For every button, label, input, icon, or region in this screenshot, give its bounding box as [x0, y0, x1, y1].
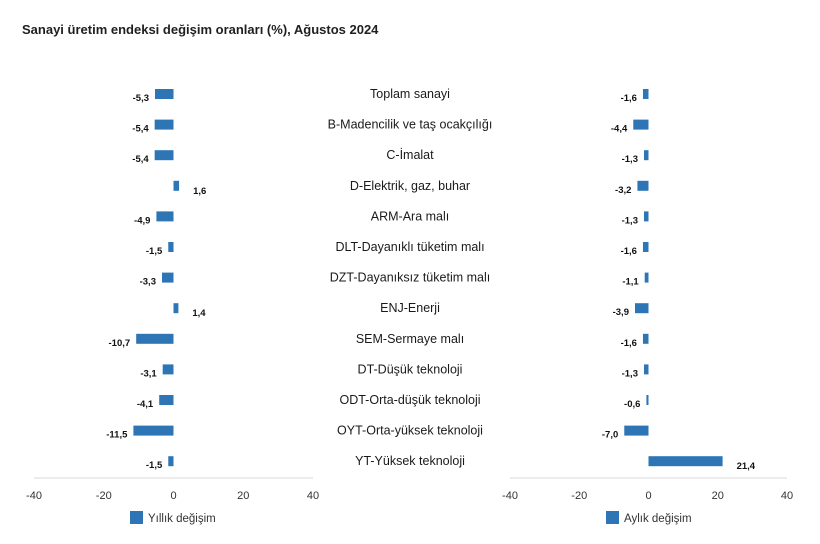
chart-title: Sanayi üretim endeksi değişim oranları (… [22, 22, 379, 37]
monthly-bar [642, 333, 649, 344]
monthly-bar [634, 303, 649, 314]
yearly-bar [159, 395, 174, 405]
yearly-data-label: -3,3 [140, 277, 156, 288]
yearly-data-label: -1,5 [146, 246, 163, 257]
yearly-bar [162, 364, 174, 375]
category-label: ARM-Ara malı [371, 209, 449, 223]
yearly-data-label: -5,4 [132, 154, 149, 165]
monthly-bar [642, 89, 649, 99]
monthly-change-panel: -40 -20 0 20 40 -1,6 -4,4 -1,3 -3,2 -1,3 -1,6 -1,1 -… [502, 89, 793, 525]
category-label: ENJ-Enerji [380, 301, 440, 315]
yearly-data-label: -11,5 [106, 430, 128, 441]
category-labels: Toplam sanayi B-Madencilik ve taş ocakçıl… [328, 87, 493, 468]
yearly-bar [173, 180, 180, 191]
monthly-data-label: -1,1 [622, 277, 639, 288]
monthly-data-label: -1,3 [622, 154, 638, 165]
yearly-bar [161, 272, 174, 283]
yearly-data-label: -5,3 [133, 93, 149, 104]
category-label: SEM-Sermaye malı [356, 332, 464, 346]
monthly-data-label: -7,0 [602, 430, 618, 441]
category-label: DLT-Dayanıklı tüketim malı [335, 240, 484, 254]
yearly-bar [173, 303, 179, 314]
monthly-bar [633, 119, 649, 130]
monthly-data-label: -3,2 [615, 185, 631, 196]
yearly-data-label: 1,4 [192, 308, 206, 319]
monthly-bar [643, 364, 649, 375]
yearly-x-tick-label: -40 [26, 490, 42, 502]
yearly-data-label: -10,7 [109, 338, 131, 349]
yearly-data-label: -5,4 [132, 124, 149, 135]
yearly-bar [168, 242, 174, 252]
monthly-x-tick-label: 40 [781, 490, 793, 502]
yearly-data-label: -3,1 [140, 368, 157, 379]
yearly-bar [154, 150, 174, 161]
category-label: D-Elektrik, gaz, buhar [350, 179, 470, 193]
yearly-change-panel: -40 -20 0 20 40 -5,3 -5,4 -5,4 1,6 -4,9 -1,5 -3,3 1,… [26, 89, 319, 525]
category-label: ODT-Orta-düşük teknoloji [339, 393, 480, 407]
monthly-bar [624, 425, 649, 436]
yearly-x-tick-label: 0 [170, 490, 176, 502]
monthly-data-label: -1,3 [622, 215, 638, 226]
monthly-bar [644, 272, 649, 283]
yearly-bar [168, 456, 174, 467]
yearly-data-label: -1,5 [146, 460, 163, 471]
yearly-data-label: -4,1 [137, 399, 154, 410]
category-label: DT-Düşük teknoloji [358, 362, 463, 376]
yearly-bar [133, 425, 174, 436]
monthly-bar [643, 150, 649, 161]
category-label: Toplam sanayi [370, 87, 450, 101]
monthly-x-tick-label: -40 [502, 490, 518, 502]
category-label: B-Madencilik ve taş ocakçılığı [328, 118, 493, 132]
monthly-x-tick-label: -20 [571, 490, 587, 502]
monthly-x-tick-label: 20 [712, 490, 724, 502]
monthly-bar [637, 180, 649, 191]
monthly-bar [643, 211, 649, 222]
yearly-x-tick-label: 20 [237, 490, 249, 502]
yearly-data-label: -4,9 [134, 215, 150, 226]
monthly-data-label: -1,3 [622, 368, 638, 379]
yearly-legend-label: Yıllık değişim [148, 513, 216, 525]
category-label: C-İmalat [386, 148, 434, 162]
monthly-legend-label: Aylık değişim [624, 513, 692, 525]
monthly-legend-swatch [606, 511, 619, 524]
monthly-data-label: 21,4 [737, 461, 756, 472]
yearly-legend-swatch [130, 511, 143, 524]
monthly-data-label: -3,9 [613, 307, 629, 318]
yearly-x-tick-label: 40 [307, 490, 319, 502]
monthly-data-label: -1,6 [621, 338, 637, 349]
yearly-bar [155, 89, 174, 99]
monthly-data-label: -0,6 [624, 399, 640, 410]
monthly-data-label: -1,6 [621, 93, 637, 104]
yearly-bar [154, 119, 174, 130]
monthly-x-tick-label: 0 [645, 490, 651, 502]
yearly-bar [156, 211, 174, 222]
monthly-bar [648, 456, 723, 467]
category-label: YT-Yüksek teknoloji [355, 454, 465, 468]
category-label: OYT-Orta-yüksek teknoloji [337, 424, 483, 438]
monthly-bar [646, 395, 649, 405]
yearly-data-label: 1,6 [193, 186, 206, 197]
yearly-x-tick-label: -20 [96, 490, 112, 502]
monthly-bar [642, 242, 649, 252]
category-label: DZT-Dayanıksız tüketim malı [330, 271, 490, 285]
yearly-bar [136, 333, 174, 344]
monthly-data-label: -4,4 [611, 124, 628, 135]
monthly-data-label: -1,6 [621, 246, 637, 257]
